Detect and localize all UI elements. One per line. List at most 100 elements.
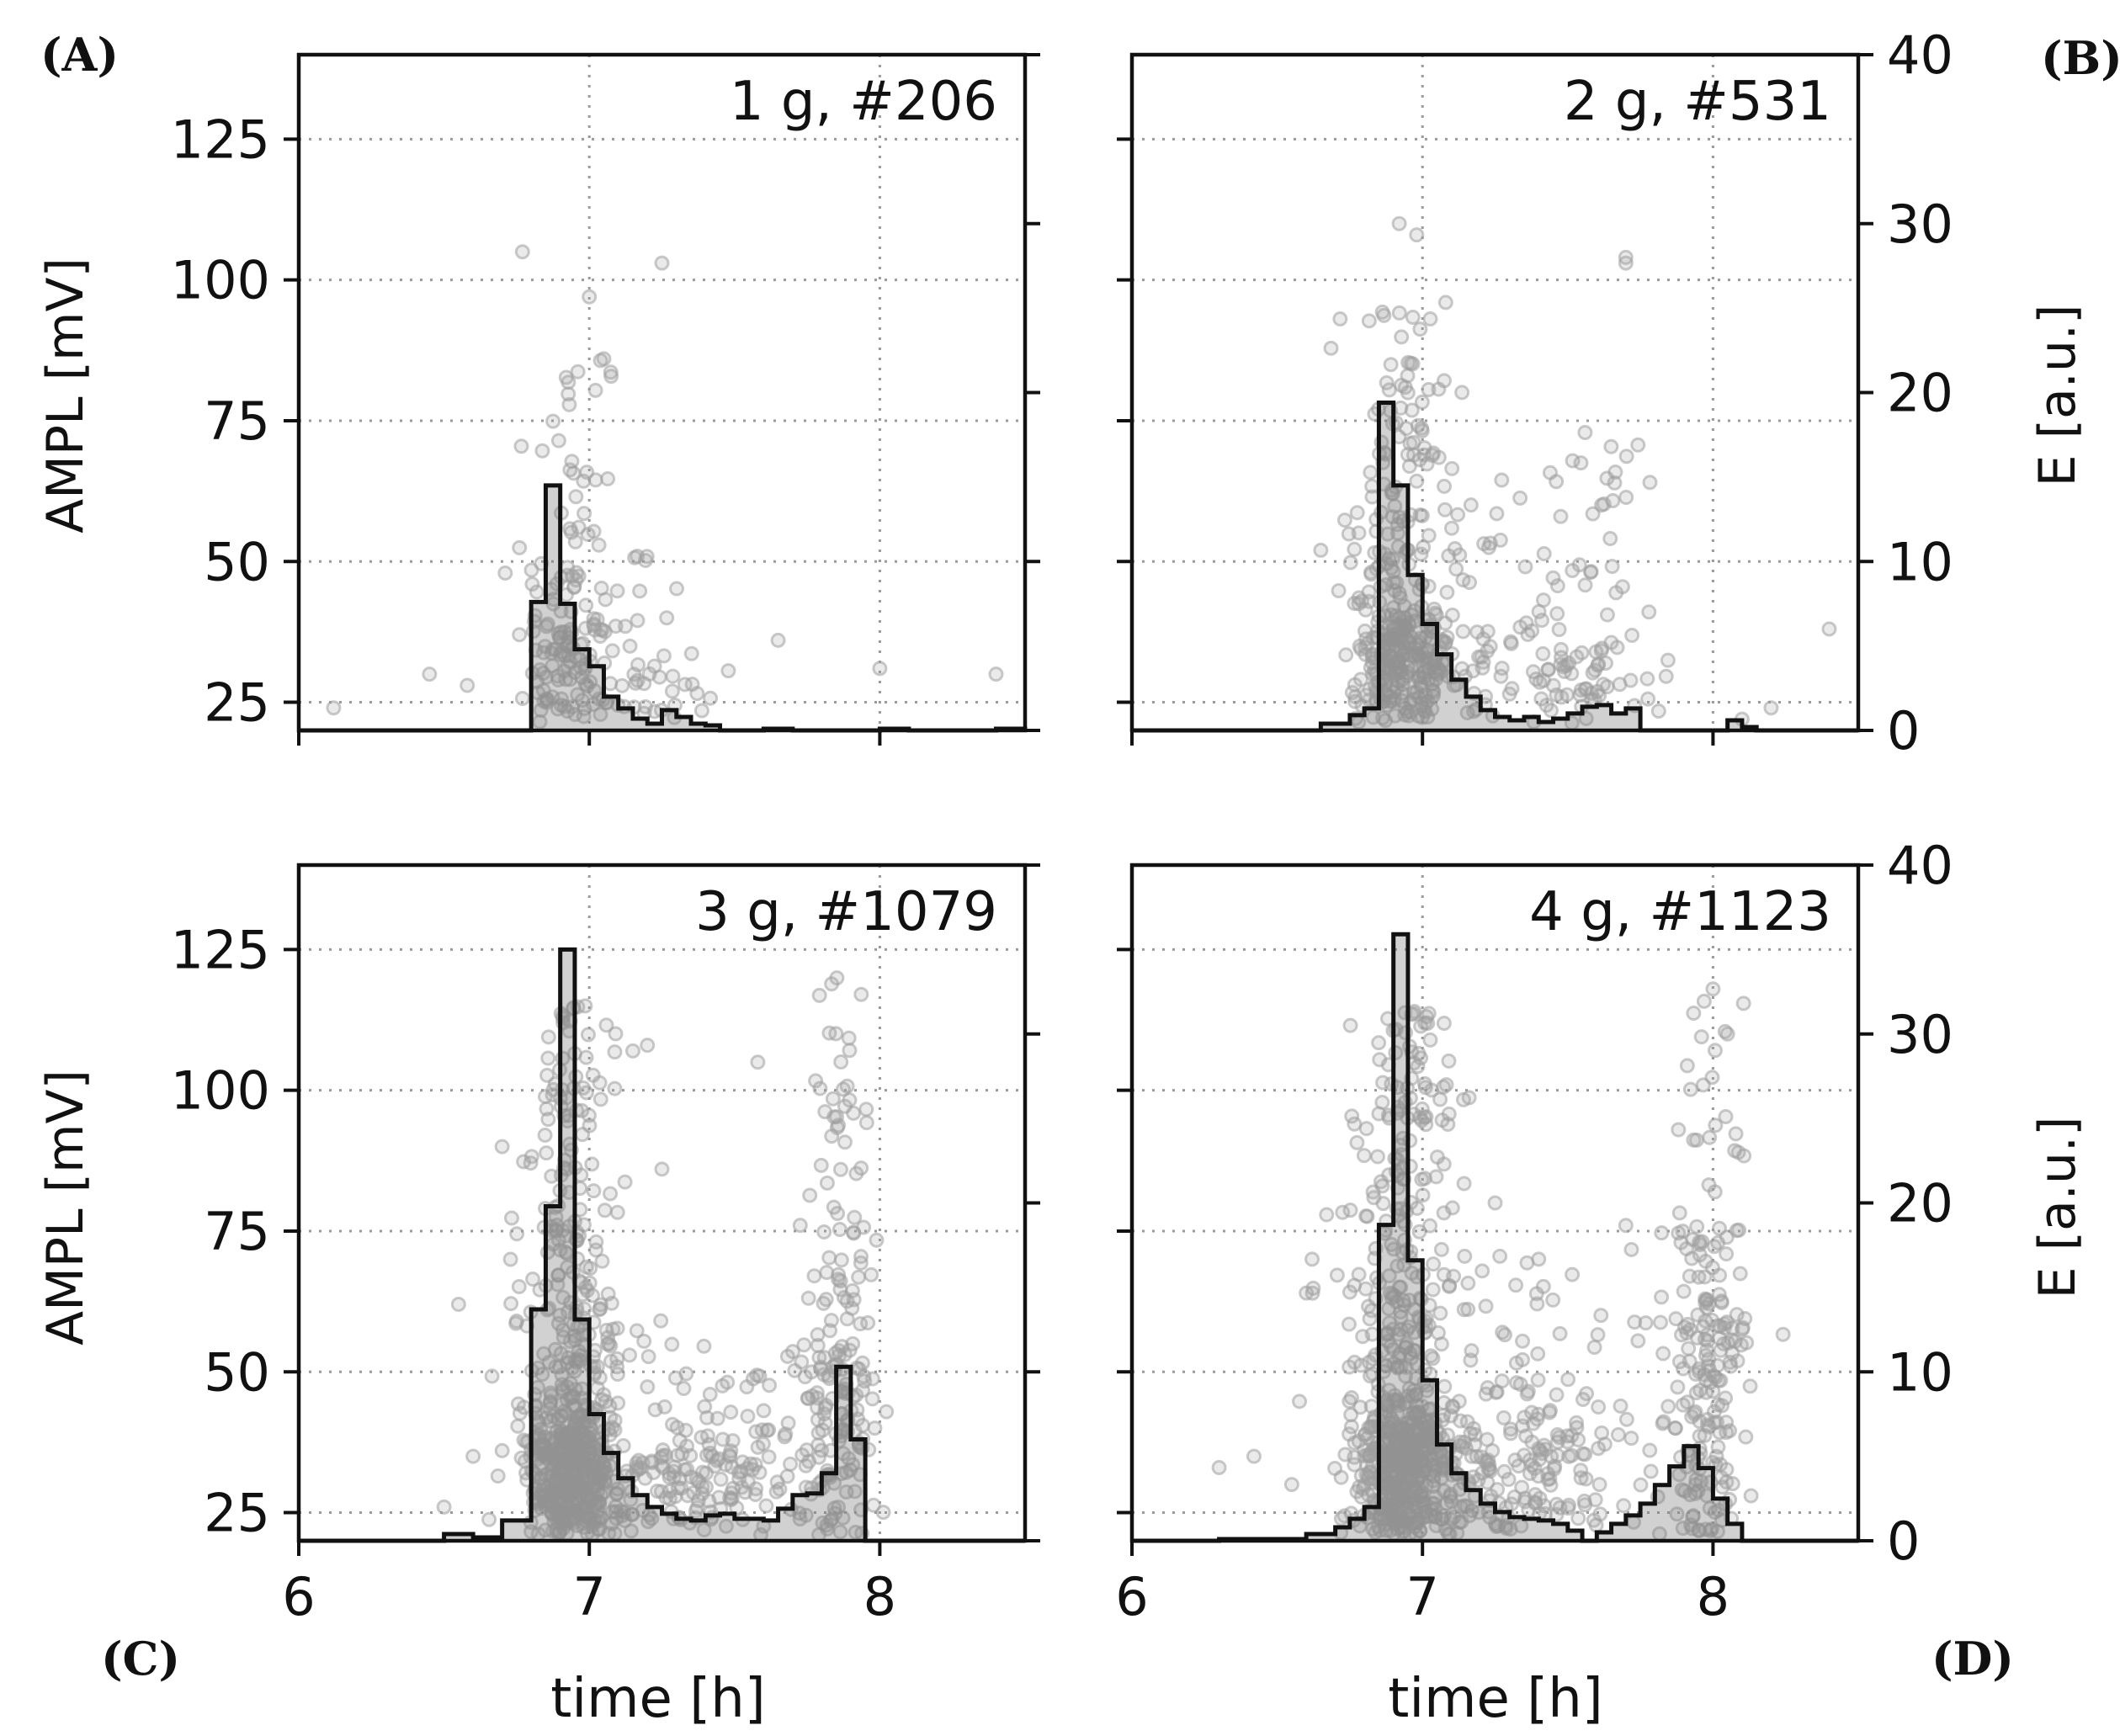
scatter-point [683,645,699,661]
y-left-tick-label: 25 [204,1483,270,1544]
scatter-point [1527,1460,1543,1476]
scatter-point [725,1433,741,1449]
scatter-point [1363,465,1379,480]
scatter-point [587,382,603,398]
scatter-point [1604,559,1620,575]
scatter-point [1743,1488,1759,1504]
y-axis-label-left-bottom: AMPL [mV] [36,1070,95,1346]
scatter-point [1431,449,1447,465]
scatter-point [1397,700,1413,716]
scatter-point [796,1337,812,1353]
scatter-point [1737,1311,1753,1327]
scatter-point [1551,622,1567,638]
scatter-point [607,1080,623,1096]
scatter-point [724,1459,740,1475]
scatter-point [832,1161,848,1177]
scatter-point [1529,1411,1545,1427]
scatter-point [1530,1372,1546,1388]
scatter-point [1689,1218,1705,1234]
scatter-point [867,1420,883,1436]
histogram-step-line [1132,401,1858,733]
scatter-point [1313,542,1329,558]
scatter-point [1719,1026,1735,1042]
scatter-point [701,1436,717,1452]
plot-frame [296,863,1028,1543]
scatter-point [605,1321,621,1337]
scatter-point [720,663,736,679]
scatter-point [1525,664,1541,680]
scatter-point [618,618,634,634]
scatter-point [832,1282,848,1298]
scatter-point [1690,1307,1706,1323]
scatter-point [669,581,685,597]
scatter-point [1342,1359,1358,1375]
scatter-point [1415,1187,1431,1203]
scatter-point [832,1221,847,1237]
scatter-point [1385,600,1401,616]
scatter-point [1704,1312,1720,1328]
panel-label-b: (B) [2041,31,2120,85]
annotation-d: 4 g, #1123 [1529,881,1831,943]
scatter-point [1503,634,1519,650]
scatter-point [1420,709,1436,725]
scatter-point [497,565,513,581]
scatter-point [622,638,638,654]
scatter-point [1336,512,1352,528]
scatter-point [562,462,578,478]
scatter-point [1211,1460,1227,1476]
y-left-tick-label: 100 [171,250,270,311]
panel-b: (B) 0 10 20 30 40 2 g, #531 [1117,24,2120,762]
scatter-point [1675,1361,1691,1377]
scatter-point [1342,555,1358,571]
scatter-point [1436,1395,1452,1411]
scatter-point [1569,649,1585,665]
y-right-tick-label: 40 [1887,835,1953,896]
scatter-point [1704,1070,1720,1086]
scatter-point [503,1296,519,1312]
scatter-point [1623,672,1639,688]
scatter-point [1545,1292,1561,1308]
scatter-point [1821,621,1837,637]
scatter-point [825,1091,841,1107]
scatter-point [1323,340,1339,356]
panel-label-a: (A) [40,28,119,82]
scatter-point [513,438,529,454]
scatter-point [1718,1390,1734,1406]
scatter-point [1675,1397,1691,1413]
scatter-point [540,1029,556,1045]
scatter-point [665,668,681,684]
scatter-point [632,583,648,599]
scatter-point [1459,704,1475,720]
y-left-tick-label: 75 [204,1201,270,1262]
scatter-point [854,1417,870,1433]
scatter-point [1405,356,1421,372]
y-left-tick-label: 75 [204,390,270,452]
scatter-point [853,1160,869,1176]
scatter-point [1509,1375,1525,1391]
scatter-point [512,627,528,643]
scatter-point [1374,304,1390,320]
scatter-point [1549,687,1565,703]
scatter-point [1444,1200,1460,1216]
scatter-point [1707,1043,1723,1059]
scatter-point [586,1183,602,1199]
scatter-point [713,1471,729,1487]
scatter-point [1409,473,1425,489]
scatter-point [585,1067,601,1083]
scatter-point [654,255,670,271]
scatter-point [1457,1248,1473,1264]
scatter-point [1517,559,1533,575]
scatter-point [578,597,594,613]
scatter-point [1357,1442,1373,1458]
scatter-point [1517,1490,1533,1506]
scatter-point [1442,1277,1458,1293]
y-left-tick-label: 125 [171,919,270,980]
scatter-point [846,1224,862,1240]
scatter-point [1542,465,1558,480]
scatter-point [587,472,603,488]
scatter-point [813,1157,829,1173]
scatter-point [1394,329,1410,345]
scatter-point [1283,1477,1299,1493]
scatter-point [570,364,586,380]
scatter-point [1335,1204,1351,1220]
